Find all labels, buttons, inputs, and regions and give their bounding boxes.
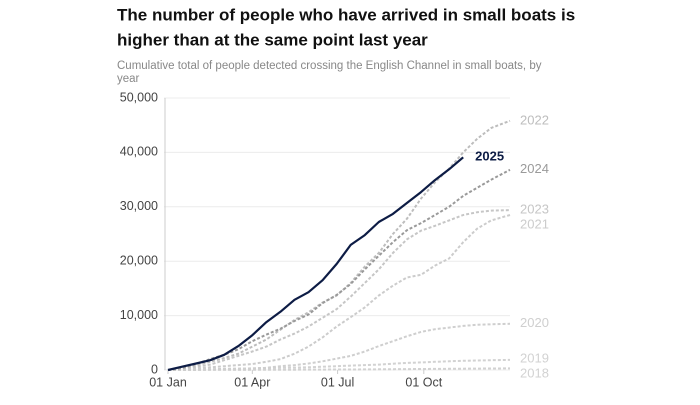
chart-title: higher than at the same point last year bbox=[117, 30, 428, 49]
y-tick-label: 50,000 bbox=[120, 90, 158, 104]
x-tick-label: 01 Apr bbox=[234, 375, 270, 389]
y-tick-label: 20,000 bbox=[120, 253, 158, 267]
series-line bbox=[167, 168, 511, 371]
y-tick-label: 0 bbox=[151, 362, 158, 376]
chart-subtitle: Cumulative total of people detected cros… bbox=[117, 60, 542, 72]
y-tick-label: 40,000 bbox=[120, 145, 158, 159]
legend-label: 2021 bbox=[520, 217, 549, 232]
legend-label: 2023 bbox=[520, 202, 549, 217]
series-line bbox=[168, 322, 511, 371]
legend-label: 2019 bbox=[520, 350, 549, 365]
y-tick-label: 10,000 bbox=[120, 308, 158, 322]
series-line bbox=[167, 209, 511, 371]
x-tick-label: 01 Oct bbox=[405, 375, 442, 389]
chart-subtitle: year bbox=[117, 73, 140, 85]
x-tick-label: 01 Jan bbox=[149, 375, 187, 389]
series-line bbox=[167, 214, 511, 371]
y-tick-label: 30,000 bbox=[120, 199, 158, 213]
x-tick-label: 01 Jul bbox=[321, 375, 354, 389]
legend-label: 2025 bbox=[475, 149, 504, 164]
legend-label: 2022 bbox=[520, 112, 549, 127]
legend-label: 2024 bbox=[520, 161, 549, 176]
chart-title: The number of people who have arrived in… bbox=[117, 5, 575, 24]
legend-label: 2020 bbox=[520, 315, 549, 330]
series-line bbox=[167, 156, 464, 372]
legend-label: 2018 bbox=[520, 365, 549, 380]
series-line bbox=[167, 119, 511, 371]
